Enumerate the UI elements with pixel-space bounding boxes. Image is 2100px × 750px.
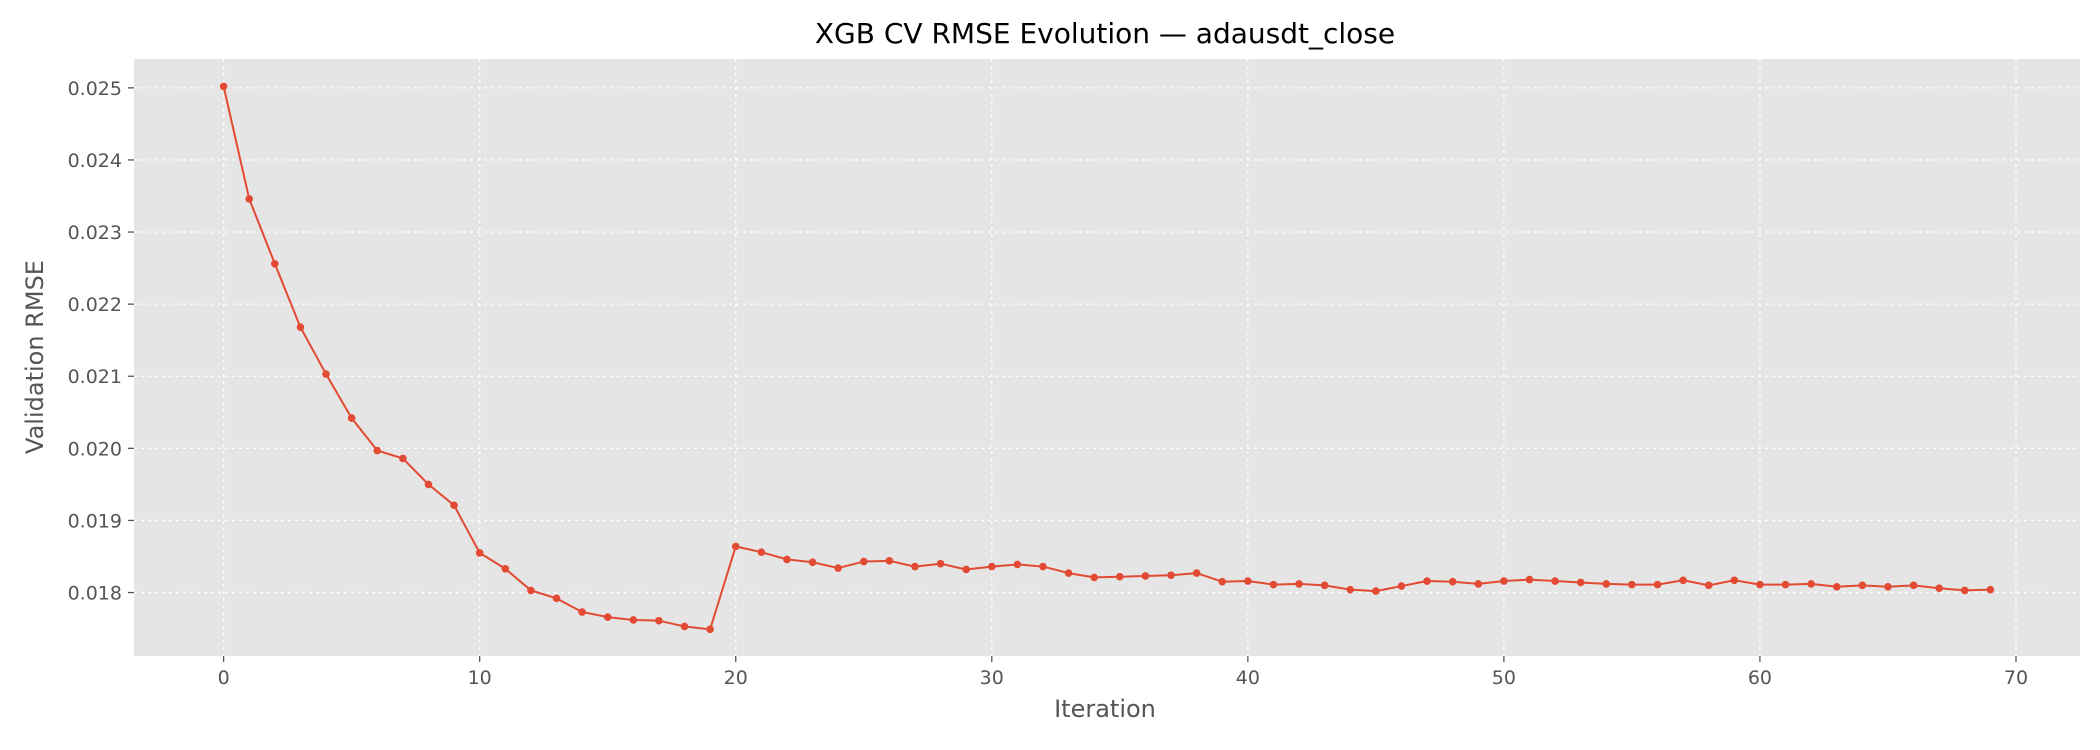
data-point	[680, 622, 689, 631]
y-tick-label: 0.021	[68, 366, 122, 388]
data-point	[399, 454, 407, 463]
data-point	[271, 259, 279, 268]
data-point	[1167, 571, 1175, 580]
data-point	[424, 480, 433, 489]
data-point	[1909, 581, 1918, 590]
x-axis-label: Iteration	[1054, 695, 1156, 723]
y-tick-label: 0.025	[68, 78, 122, 100]
data-point	[1192, 569, 1201, 577]
data-point	[1116, 572, 1124, 581]
data-point	[1295, 580, 1303, 588]
y-tick-label: 0.018	[68, 583, 122, 605]
data-point	[1090, 573, 1098, 582]
data-point	[1320, 581, 1329, 590]
data-point	[501, 564, 510, 573]
data-point	[1500, 577, 1508, 585]
data-point	[936, 559, 945, 568]
data-point	[1346, 585, 1355, 594]
data-point	[219, 82, 228, 91]
data-point	[322, 370, 330, 378]
data-point	[475, 549, 484, 557]
data-point	[655, 616, 663, 625]
data-point	[296, 323, 305, 332]
y-tick-label: 0.023	[68, 222, 122, 244]
data-point	[731, 542, 740, 551]
data-point	[885, 557, 894, 565]
data-point	[1423, 577, 1431, 585]
data-point	[962, 565, 970, 574]
x-tick-label: 30	[980, 667, 1004, 689]
x-tick-label: 50	[1492, 667, 1516, 689]
data-point	[1218, 577, 1227, 586]
data-point	[859, 557, 868, 566]
data-point	[1448, 577, 1457, 586]
data-point	[1525, 575, 1534, 584]
y-tick-label: 0.019	[68, 510, 122, 532]
data-point	[808, 558, 817, 567]
data-point	[1679, 576, 1687, 585]
data-point	[1884, 582, 1892, 591]
data-point	[245, 195, 254, 203]
data-point	[603, 613, 612, 621]
data-point	[1704, 581, 1713, 590]
plot-area	[134, 59, 2080, 656]
x-tick-label: 20	[724, 667, 748, 689]
series-validation-rmse	[219, 82, 1995, 634]
data-point	[1730, 576, 1739, 585]
data-point	[1858, 581, 1867, 590]
grid-lines	[134, 59, 2080, 656]
data-point	[757, 548, 766, 556]
data-point	[1628, 580, 1636, 589]
data-point	[1960, 586, 1969, 595]
x-tick-label: 10	[468, 667, 492, 689]
data-point	[1064, 569, 1073, 577]
data-point	[1653, 580, 1662, 589]
data-point	[834, 564, 842, 572]
x-axis: 0 10 20 30 40 50 60 70	[218, 656, 2028, 689]
y-tick-label: 0.024	[68, 150, 122, 172]
y-axis-label: Validation RMSE	[21, 260, 49, 454]
data-point	[1576, 578, 1585, 587]
x-tick-label: 60	[1748, 667, 1772, 689]
data-point	[1474, 580, 1483, 588]
data-point	[629, 616, 638, 624]
data-point	[1986, 585, 1995, 594]
data-point	[1013, 560, 1022, 569]
x-tick-label: 40	[1236, 667, 1260, 689]
x-tick-label: 0	[218, 667, 230, 689]
data-point	[1269, 580, 1278, 589]
data-point	[987, 562, 996, 571]
y-tick-label: 0.022	[68, 294, 122, 316]
data-point	[1756, 580, 1764, 589]
data-point	[347, 414, 356, 422]
chart-title: XGB CV RMSE Evolution — adausdt_close	[815, 17, 1395, 50]
data-point	[1602, 580, 1611, 588]
data-point	[1935, 584, 1943, 593]
data-point	[578, 608, 586, 616]
x-tick-label: 70	[2004, 667, 2028, 689]
series-line	[222, 86, 1991, 631]
data-point	[450, 501, 458, 510]
data-point	[552, 594, 561, 603]
data-point	[1551, 577, 1559, 585]
data-point	[1039, 562, 1047, 571]
data-point	[1397, 582, 1406, 590]
data-point	[1781, 580, 1790, 589]
data-point	[706, 625, 714, 634]
data-point	[783, 555, 791, 564]
data-point	[911, 562, 919, 571]
data-point	[1244, 577, 1252, 585]
data-point	[527, 586, 535, 595]
data-point	[1807, 580, 1815, 588]
y-tick-label: 0.020	[68, 438, 122, 460]
y-axis: 0.018 0.019 0.020 0.021 0.022 0.023 0.024 0.025	[68, 78, 134, 605]
data-point	[1372, 587, 1380, 595]
data-point	[1832, 582, 1841, 591]
data-point	[1141, 572, 1150, 580]
data-point	[373, 446, 382, 455]
